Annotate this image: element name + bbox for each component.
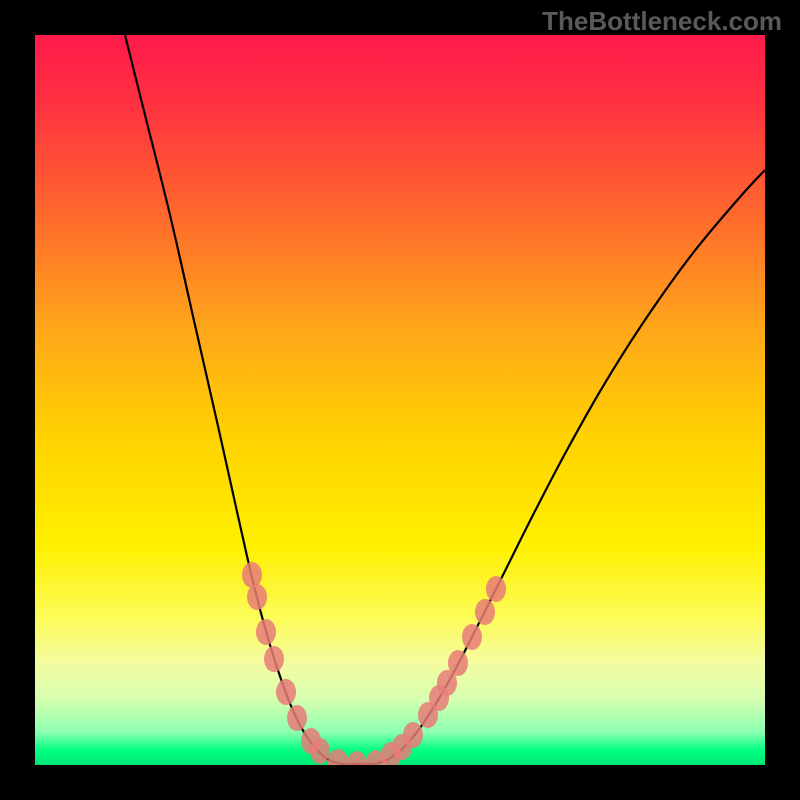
plot-area bbox=[35, 35, 765, 765]
data-marker bbox=[287, 705, 307, 731]
data-marker bbox=[475, 599, 495, 625]
data-marker bbox=[264, 646, 284, 672]
data-marker bbox=[448, 650, 468, 676]
data-marker bbox=[347, 751, 367, 765]
data-marker bbox=[328, 749, 348, 765]
watermark-text: TheBottleneck.com bbox=[542, 6, 782, 37]
chart-container: TheBottleneck.com bbox=[0, 0, 800, 800]
data-marker bbox=[242, 562, 262, 588]
data-marker bbox=[403, 722, 423, 748]
data-marker bbox=[256, 619, 276, 645]
curve-right-branch bbox=[375, 170, 765, 764]
data-marker bbox=[486, 576, 506, 602]
data-marker bbox=[276, 679, 296, 705]
curve-layer bbox=[35, 35, 765, 765]
data-marker bbox=[301, 728, 321, 754]
curve-left-branch bbox=[125, 35, 343, 764]
data-marker bbox=[247, 584, 267, 610]
data-marker bbox=[462, 624, 482, 650]
data-markers bbox=[242, 562, 506, 765]
